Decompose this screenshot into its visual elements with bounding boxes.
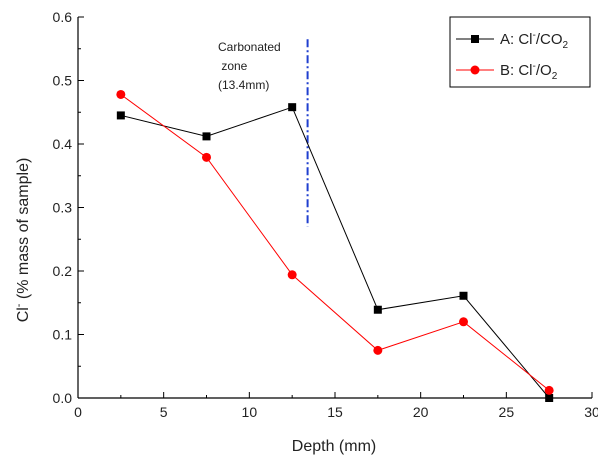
carbonated-zone-annotation: Carbonated zone (13.4mm)	[218, 39, 309, 227]
annotation-text-line: Carbonated	[218, 40, 281, 54]
annotation-text-line: zone	[218, 59, 248, 73]
series-a-point	[116, 111, 125, 120]
x-tick-label: 25	[499, 404, 515, 420]
y-tick-label: 0.5	[53, 73, 73, 89]
y-tick-label: 0.3	[53, 200, 73, 216]
legend: A: Cl-/CO2 B: Cl-/O2	[449, 16, 591, 88]
series-b-line	[120, 94, 550, 391]
legend-label: B: Cl-/O2	[500, 61, 558, 82]
x-tick-label: 5	[160, 404, 168, 420]
series-a-point	[202, 132, 211, 141]
series-b-point	[544, 385, 554, 395]
series-b-point	[287, 270, 297, 280]
x-tick-label: 10	[242, 404, 258, 420]
annotation-text-line: (13.4mm)	[218, 78, 269, 92]
y-tick-label: 0.2	[53, 263, 73, 279]
y-label-post: (% mass of sample)	[15, 158, 32, 304]
x-tick-label: 0	[74, 404, 82, 420]
series-group	[116, 89, 554, 402]
legend-marker	[471, 35, 479, 43]
x-tick-label: 15	[327, 404, 343, 420]
series-a-line	[120, 106, 550, 399]
x-axis-label: Depth (mm)	[292, 438, 376, 455]
y-axis-label: Cl- (% mass of sample)	[13, 158, 32, 323]
series-b-point	[373, 345, 383, 355]
legend-box	[449, 16, 591, 88]
legend-marker	[470, 65, 480, 75]
series-a-point	[545, 394, 554, 402]
y-tick-label: 0.0	[53, 390, 73, 406]
series-b-point	[202, 152, 211, 162]
series-b-point	[459, 317, 468, 327]
y-tick-label: 0.4	[53, 136, 73, 152]
y-label-pre: Cl	[15, 307, 32, 322]
series-a-point	[373, 305, 382, 314]
y-ticks: 0.0 0.1 0.2 0.3 0.4 0.5 0.6	[53, 9, 84, 406]
y-label-sup: -	[13, 303, 25, 307]
y-tick-label: 0.6	[53, 9, 73, 25]
series-a-point	[288, 103, 297, 112]
y-tick-label: 0.1	[53, 327, 73, 343]
legend-label: A: Cl-/CO2	[500, 30, 569, 51]
x-ticks: 0 5 10 15 20 25 30	[74, 392, 598, 420]
series-b-point	[116, 89, 126, 99]
x-tick-label: 30	[584, 404, 598, 420]
x-tick-label: 20	[413, 404, 429, 420]
series-a-point	[459, 291, 468, 300]
